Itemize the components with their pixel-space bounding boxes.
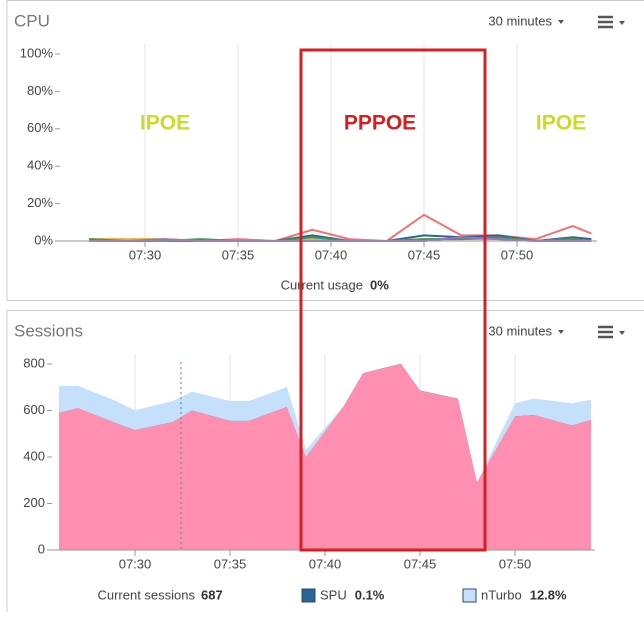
dropdown-caret[interactable] bbox=[558, 330, 564, 334]
panel-title: CPU bbox=[14, 11, 50, 30]
y-tick-label: 100% bbox=[20, 45, 54, 60]
menu-icon[interactable] bbox=[598, 325, 625, 339]
legend-value: 0.1% bbox=[355, 587, 385, 602]
footer-value: 0% bbox=[370, 277, 389, 292]
highlight-box bbox=[299, 48, 487, 552]
footer-label: Current sessions bbox=[97, 587, 195, 602]
x-tick-label: 07:35 bbox=[222, 247, 255, 262]
legend-name[interactable]: SPU bbox=[320, 587, 347, 602]
y-tick-label: 800 bbox=[23, 355, 45, 370]
legend-swatch bbox=[301, 588, 316, 603]
y-tick-label: 60% bbox=[27, 120, 53, 135]
annotation: PPPOE bbox=[344, 112, 416, 135]
footer-value: 687 bbox=[201, 587, 223, 602]
x-tick-label: 07:40 bbox=[309, 556, 342, 571]
footer-label: Current usage bbox=[281, 277, 363, 292]
panel-title: Sessions bbox=[14, 321, 83, 340]
area-fill bbox=[59, 363, 591, 483]
x-tick-label: 07:45 bbox=[408, 247, 441, 262]
x-tick-label: 07:50 bbox=[499, 556, 532, 571]
x-tick-label: 07:50 bbox=[501, 247, 534, 262]
y-tick-label: 200 bbox=[23, 495, 45, 510]
x-tick-label: 07:30 bbox=[129, 247, 162, 262]
legend-name[interactable]: nTurbo bbox=[481, 587, 522, 602]
x-tick-label: 07:40 bbox=[315, 247, 348, 262]
y-tick-label: 0% bbox=[34, 232, 53, 247]
annotation: IPOE bbox=[140, 112, 190, 135]
y-tick-label: 20% bbox=[27, 195, 53, 210]
menu-icon[interactable] bbox=[598, 15, 625, 29]
x-tick-label: 07:35 bbox=[214, 556, 247, 571]
x-tick-label: 07:45 bbox=[404, 556, 437, 571]
annotation: IPOE bbox=[536, 112, 586, 135]
y-tick-label: 0 bbox=[38, 541, 45, 556]
legend-swatch bbox=[462, 588, 477, 603]
range-menu[interactable]: 30 minutes bbox=[488, 13, 552, 28]
y-tick-label: 40% bbox=[27, 158, 53, 173]
x-tick-label: 07:30 bbox=[119, 556, 152, 571]
y-tick-label: 400 bbox=[23, 448, 45, 463]
range-menu[interactable]: 30 minutes bbox=[488, 323, 552, 338]
dropdown-caret[interactable] bbox=[558, 20, 564, 24]
legend-value: 12.8% bbox=[530, 587, 567, 602]
y-tick-label: 600 bbox=[23, 402, 45, 417]
y-tick-label: 80% bbox=[27, 83, 53, 98]
